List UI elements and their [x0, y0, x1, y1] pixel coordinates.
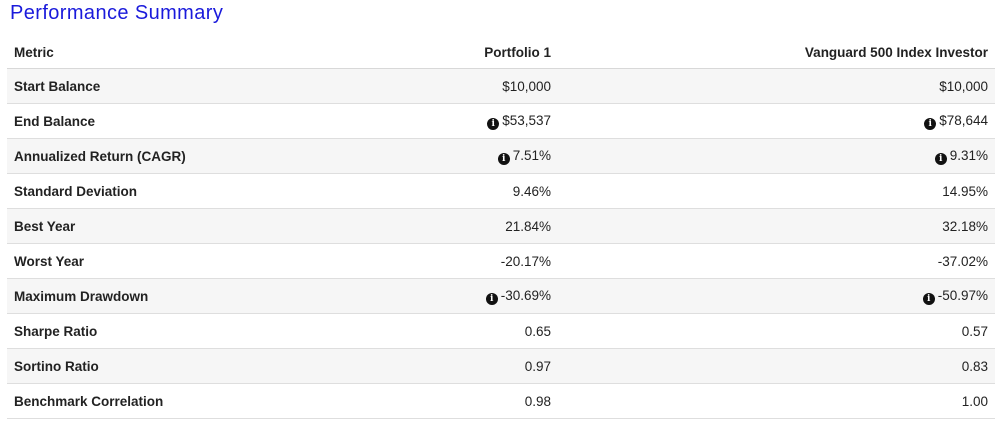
value-text: -37.02% — [937, 253, 988, 269]
metric-name: Start Balance — [7, 68, 257, 104]
table-row: Standard Deviation 9.46% 14.95% — [7, 173, 995, 209]
table-row: Benchmark Correlation 0.98 1.00 — [7, 383, 995, 419]
value-text: 21.84% — [505, 218, 551, 234]
value-text: $78,644 — [939, 112, 988, 128]
table-row: Sharpe Ratio 0.65 0.57 — [7, 313, 995, 349]
table-row: Worst Year -20.17% -37.02% — [7, 243, 995, 279]
portfolio-1-value: i $53,537 — [257, 103, 558, 139]
value-text: -20.17% — [500, 253, 551, 269]
value-text: 14.95% — [942, 183, 988, 199]
metric-name: Standard Deviation — [7, 173, 257, 209]
table-row: Annualized Return (CAGR) i 7.51% i 9.31% — [7, 138, 995, 174]
value-text: 0.57 — [961, 323, 988, 339]
value-text: -50.97% — [937, 287, 988, 303]
vanguard-value: i 9.31% — [558, 138, 995, 174]
value-text: $10,000 — [939, 78, 988, 94]
value-text: 32.18% — [942, 218, 988, 234]
column-header-metric: Metric — [7, 36, 257, 69]
metric-name: Maximum Drawdown — [7, 278, 257, 314]
value-text: $53,537 — [502, 112, 551, 128]
portfolio-1-value: 0.65 — [257, 313, 558, 349]
vanguard-value: 0.83 — [558, 348, 995, 384]
value-text: 0.65 — [524, 323, 551, 339]
vanguard-value: 0.57 — [558, 313, 995, 349]
portfolio-1-value: -20.17% — [257, 243, 558, 279]
info-circle-icon[interactable]: i — [497, 152, 510, 165]
portfolio-1-value: i$10,000 — [257, 68, 558, 104]
vanguard-value: 1.00 — [558, 383, 995, 419]
info-circle-icon[interactable]: i — [934, 152, 947, 165]
vanguard-value: 14.95% — [558, 173, 995, 209]
vanguard-value: i$10,000 — [558, 68, 995, 104]
portfolio-1-value: 0.97 — [257, 348, 558, 384]
portfolio-1-value: 9.46% — [257, 173, 558, 209]
vanguard-value: i -50.97% — [558, 278, 995, 314]
info-circle-icon[interactable]: i — [924, 117, 937, 130]
table-row: End Balance i $53,537 i $78,644 — [7, 103, 995, 139]
table-row: Best Year 21.84% 32.18% — [7, 208, 995, 244]
info-circle-icon[interactable]: i — [485, 292, 498, 305]
portfolio-1-value: 0.98 — [257, 383, 558, 419]
value-text: 0.97 — [524, 358, 551, 374]
value-text: 0.83 — [961, 358, 988, 374]
column-header-vanguard-500: Vanguard 500 Index Investor — [558, 36, 995, 69]
value-text: 9.31% — [949, 147, 988, 163]
performance-summary-table: Metric Portfolio 1 Vanguard 500 Index In… — [7, 36, 995, 419]
portfolio-1-value: i 7.51% — [257, 138, 558, 174]
metric-name: Best Year — [7, 208, 257, 244]
value-text: 9.46% — [512, 183, 551, 199]
info-circle-icon[interactable]: i — [487, 117, 500, 130]
vanguard-value: -37.02% — [558, 243, 995, 279]
value-text: 0.98 — [524, 393, 551, 409]
metric-name: Annualized Return (CAGR) — [7, 138, 257, 174]
table-row: Sortino Ratio 0.97 0.83 — [7, 348, 995, 384]
value-text: -30.69% — [500, 287, 551, 303]
value-text: 7.51% — [512, 147, 551, 163]
metric-name: Worst Year — [7, 243, 257, 279]
info-circle-icon[interactable]: i — [922, 292, 935, 305]
table-header-row: Metric Portfolio 1 Vanguard 500 Index In… — [7, 36, 995, 69]
metric-name: Benchmark Correlation — [7, 383, 257, 419]
page-title: Performance Summary — [10, 2, 224, 24]
metric-name: End Balance — [7, 103, 257, 139]
value-text: 1.00 — [961, 393, 988, 409]
table-row: Start Balance i$10,000 i$10,000 — [7, 68, 995, 104]
vanguard-value: 32.18% — [558, 208, 995, 244]
column-header-portfolio-1: Portfolio 1 — [257, 36, 558, 69]
portfolio-1-value: 21.84% — [257, 208, 558, 244]
value-text: $10,000 — [502, 78, 551, 94]
metric-name: Sortino Ratio — [7, 348, 257, 384]
portfolio-1-value: i -30.69% — [257, 278, 558, 314]
table-row: Maximum Drawdown i -30.69% i -50.97% — [7, 278, 995, 314]
vanguard-value: i $78,644 — [558, 103, 995, 139]
metric-name: Sharpe Ratio — [7, 313, 257, 349]
